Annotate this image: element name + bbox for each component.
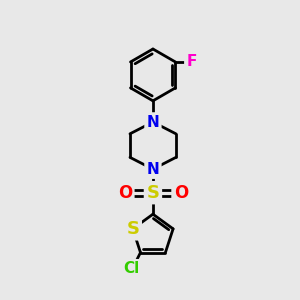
Text: N: N	[147, 115, 159, 130]
Text: O: O	[118, 184, 132, 202]
Text: Cl: Cl	[124, 261, 140, 276]
Text: S: S	[146, 184, 159, 202]
Text: F: F	[186, 55, 197, 70]
Text: N: N	[147, 162, 159, 177]
Text: O: O	[174, 184, 188, 202]
Text: S: S	[126, 220, 139, 238]
